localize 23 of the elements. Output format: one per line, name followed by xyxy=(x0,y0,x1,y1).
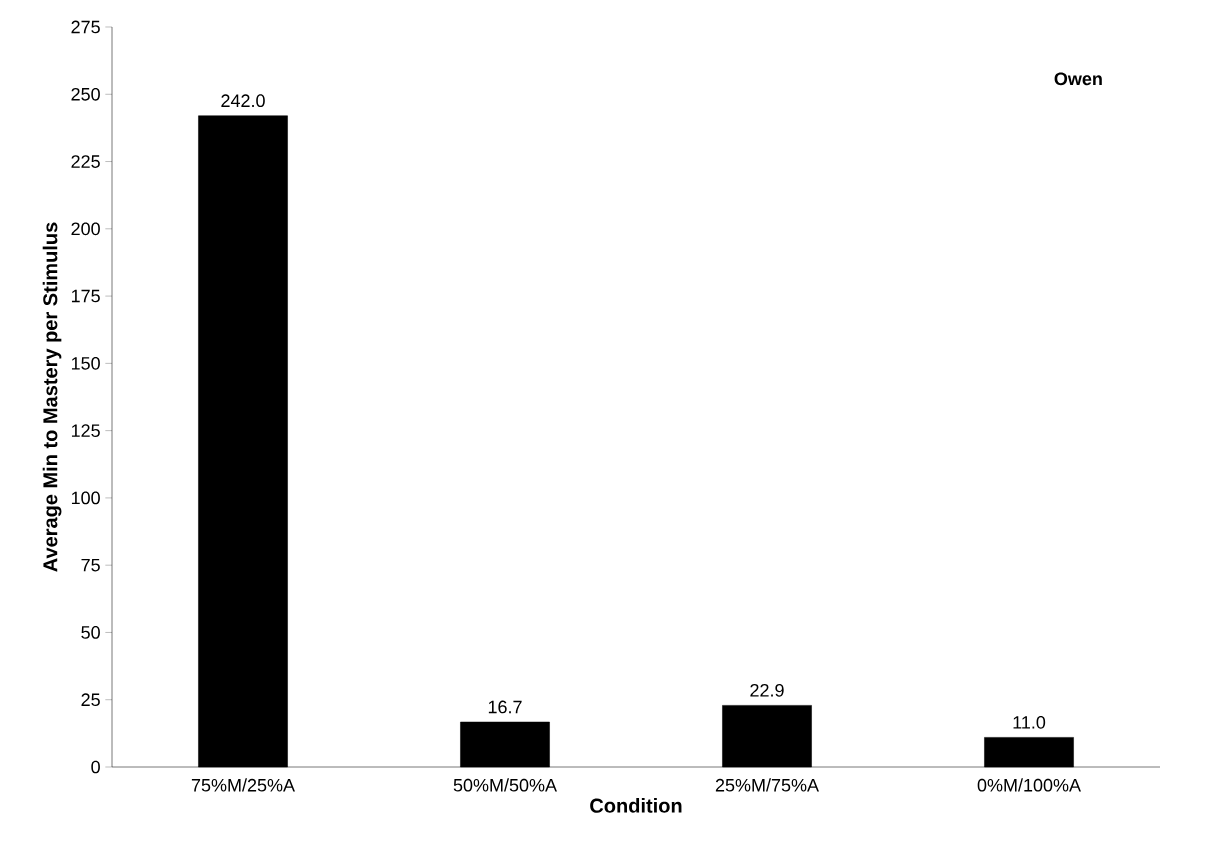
y-tick-label: 225 xyxy=(71,155,100,168)
y-tick-label: 75 xyxy=(81,558,100,572)
y-tick-label: 275 xyxy=(71,20,100,34)
data-label: 16.7 xyxy=(488,700,522,714)
x-tick-label: 25%M/75%A xyxy=(715,778,819,792)
y-tick-label: 50 xyxy=(81,626,100,639)
y-tick-label: 250 xyxy=(71,87,100,101)
x-tick-label: 0%M/100%A xyxy=(977,778,1081,792)
x-tick-label: 75%M/25%A xyxy=(191,778,295,792)
x-tick-label: 50%M/50%A xyxy=(453,778,557,792)
y-tick-label: 150 xyxy=(71,356,100,370)
data-label: 242.0 xyxy=(221,94,265,108)
data-label: 11.0 xyxy=(1013,715,1046,729)
y-tick-label: 0 xyxy=(91,760,100,774)
y-tick-label: 175 xyxy=(71,289,100,303)
y-tick-label: 25 xyxy=(81,693,100,707)
y-tick-label: 125 xyxy=(71,424,100,437)
annotation: Owen xyxy=(1054,72,1102,86)
data-label: 22.9 xyxy=(750,683,784,697)
y-axis-title: Average Min to Mastery per Stimulus xyxy=(42,222,62,572)
y-tick-label: 100 xyxy=(71,491,100,505)
x-axis-title: Condition xyxy=(590,798,682,813)
y-tick-label: 200 xyxy=(71,222,100,236)
